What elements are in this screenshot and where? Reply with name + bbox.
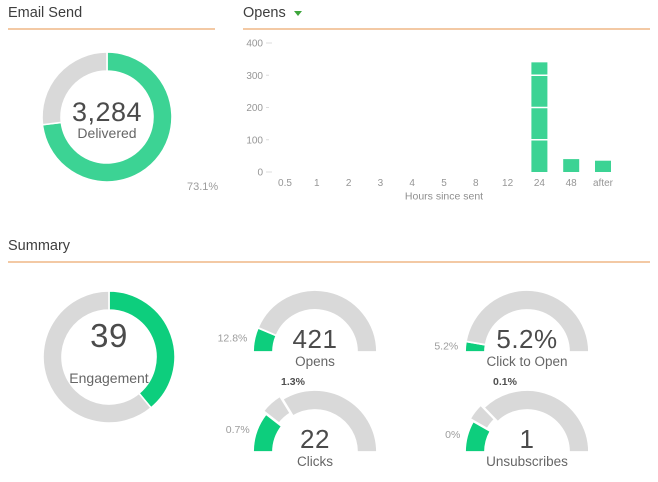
summary-section-header: Summary [8, 238, 650, 263]
click_to_open_gauge-segment-pct-label: 5.2% [434, 341, 458, 353]
opens-section-title: Opens [243, 5, 286, 21]
delivered-donut-chart: 3,284 Delivered 73.1% [27, 37, 218, 197]
x-axis-title: Hours since sent [405, 191, 483, 203]
opens_gauge-segment-pct-label: 12.8% [218, 333, 248, 345]
clicks-gauge-svg: 0.7% 1.3% [226, 376, 378, 453]
clicks_gauge-segment-pct-label: 1.3% [281, 376, 306, 388]
unsubscribes_gauge-segment-pct-label: 0.1% [493, 376, 518, 388]
x-axis-tick-label: 4 [409, 178, 415, 189]
y-axis-tick-label: 200 [246, 103, 263, 114]
y-axis-tick-label: 100 [246, 135, 263, 146]
opens-gauge-chart: 12.8% 421 Opens [215, 274, 415, 370]
engagement-donut-chart: 39 Engagement [29, 277, 189, 437]
unsubscribes-gauge-chart: 0% 0.1% 1 Unsubscribes [427, 374, 627, 470]
y-axis-tick-label: 0 [257, 168, 263, 179]
unsubscribes_gauge-segment-pct-label: 0% [445, 429, 460, 441]
x-axis-tick-label: 2 [346, 178, 352, 189]
y-axis-tick-label: 400 [246, 39, 263, 50]
email-send-section-title: Email Send [8, 5, 83, 21]
opens-dropdown-arrow-icon[interactable] [293, 11, 302, 16]
x-axis-tick-label: 5 [441, 178, 447, 189]
opens-section-header: Opens [243, 5, 650, 30]
engagement-donut-svg [42, 290, 176, 424]
click-to-open-gauge-svg: 5.2% [434, 289, 590, 353]
unsubscribes-gauge-svg: 0% 0.1% [445, 376, 590, 453]
click-to-open-gauge-chart: 5.2% 5.2% Click to Open [427, 274, 627, 370]
bar-48 [563, 159, 580, 172]
x-axis-tick-label: 12 [502, 178, 514, 189]
delivered-percent-annotation: 73.1% [187, 181, 219, 193]
x-axis-tick-label: 8 [473, 178, 479, 189]
x-axis-tick-label: 48 [566, 178, 578, 189]
summary-section-title: Summary [8, 238, 71, 254]
x-axis-tick-label: 1 [314, 178, 320, 189]
bar-24 [531, 62, 548, 172]
opens-bar-chart: 0 100 200 300 400 0.5 1 2 3 4 5 8 12 24 48 after Hours s… [245, 33, 650, 208]
opens-gauge-svg: 12.8% [218, 289, 378, 353]
x-axis-tick-label: 3 [378, 178, 384, 189]
clicks_gauge-segment-pct-label: 0.7% [226, 424, 250, 436]
email-send-section-header: Email Send [8, 5, 215, 30]
bar-after [595, 160, 611, 172]
x-axis-tick-label: 0.5 [278, 178, 292, 189]
x-axis-tick-label: after [593, 178, 614, 189]
delivered-donut-svg [41, 51, 173, 183]
y-axis-tick-label: 300 [246, 71, 263, 82]
clicks-gauge-chart: 0.7% 1.3% 22 Clicks [215, 374, 415, 470]
x-axis-tick-label: 24 [534, 178, 546, 189]
